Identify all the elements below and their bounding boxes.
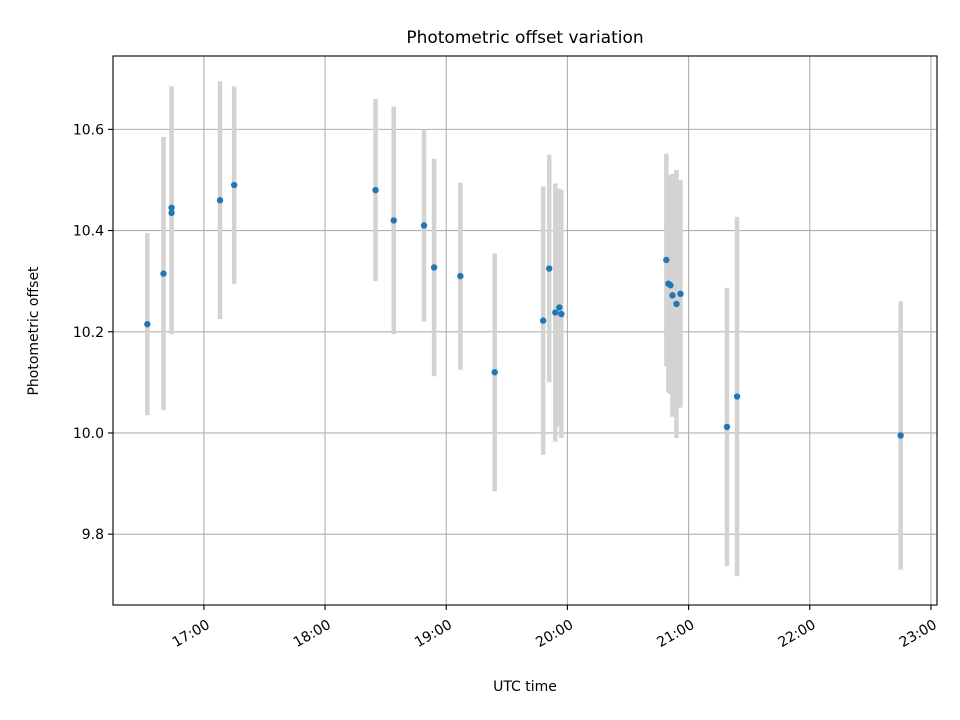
data-point bbox=[667, 282, 674, 289]
grid-lines bbox=[113, 56, 937, 605]
data-point bbox=[372, 186, 379, 194]
data-point bbox=[230, 181, 238, 189]
data-point bbox=[491, 369, 498, 376]
data-point bbox=[663, 256, 670, 264]
y-tick-label: 10.4 bbox=[73, 224, 104, 240]
y-tick-label: 10.2 bbox=[73, 325, 104, 341]
chart-title: Photometric offset variation bbox=[406, 28, 643, 48]
y-axis-label: Photometric offset bbox=[26, 266, 42, 396]
y-tick-label: 10.0 bbox=[73, 426, 104, 442]
data-point bbox=[733, 393, 741, 400]
data-point bbox=[216, 197, 224, 204]
data-point bbox=[390, 217, 397, 224]
data-point bbox=[723, 423, 731, 431]
data-point bbox=[160, 270, 167, 277]
data-point bbox=[420, 222, 428, 229]
y-axis-ticks: 9.8 10.0 10.2 10.4 10.6 bbox=[73, 122, 113, 543]
x-axis-label: UTC time bbox=[493, 679, 557, 695]
data-point bbox=[677, 290, 684, 298]
y-tick-label: 9.8 bbox=[82, 527, 104, 543]
y-tick-label: 10.6 bbox=[73, 122, 104, 138]
plot-area bbox=[113, 56, 937, 605]
plot-frame bbox=[112, 55, 938, 606]
data-point bbox=[144, 320, 151, 328]
data-point bbox=[556, 304, 563, 311]
data-point bbox=[552, 309, 559, 316]
data-point bbox=[669, 292, 676, 299]
data-point bbox=[546, 265, 553, 272]
data-point bbox=[558, 310, 565, 318]
data-point bbox=[457, 272, 464, 280]
data-points bbox=[144, 181, 904, 439]
data-point bbox=[539, 317, 547, 324]
data-point bbox=[430, 264, 438, 271]
data-point bbox=[897, 432, 904, 439]
data-point bbox=[673, 300, 680, 308]
data-point bbox=[168, 209, 175, 217]
data-point bbox=[168, 204, 175, 211]
